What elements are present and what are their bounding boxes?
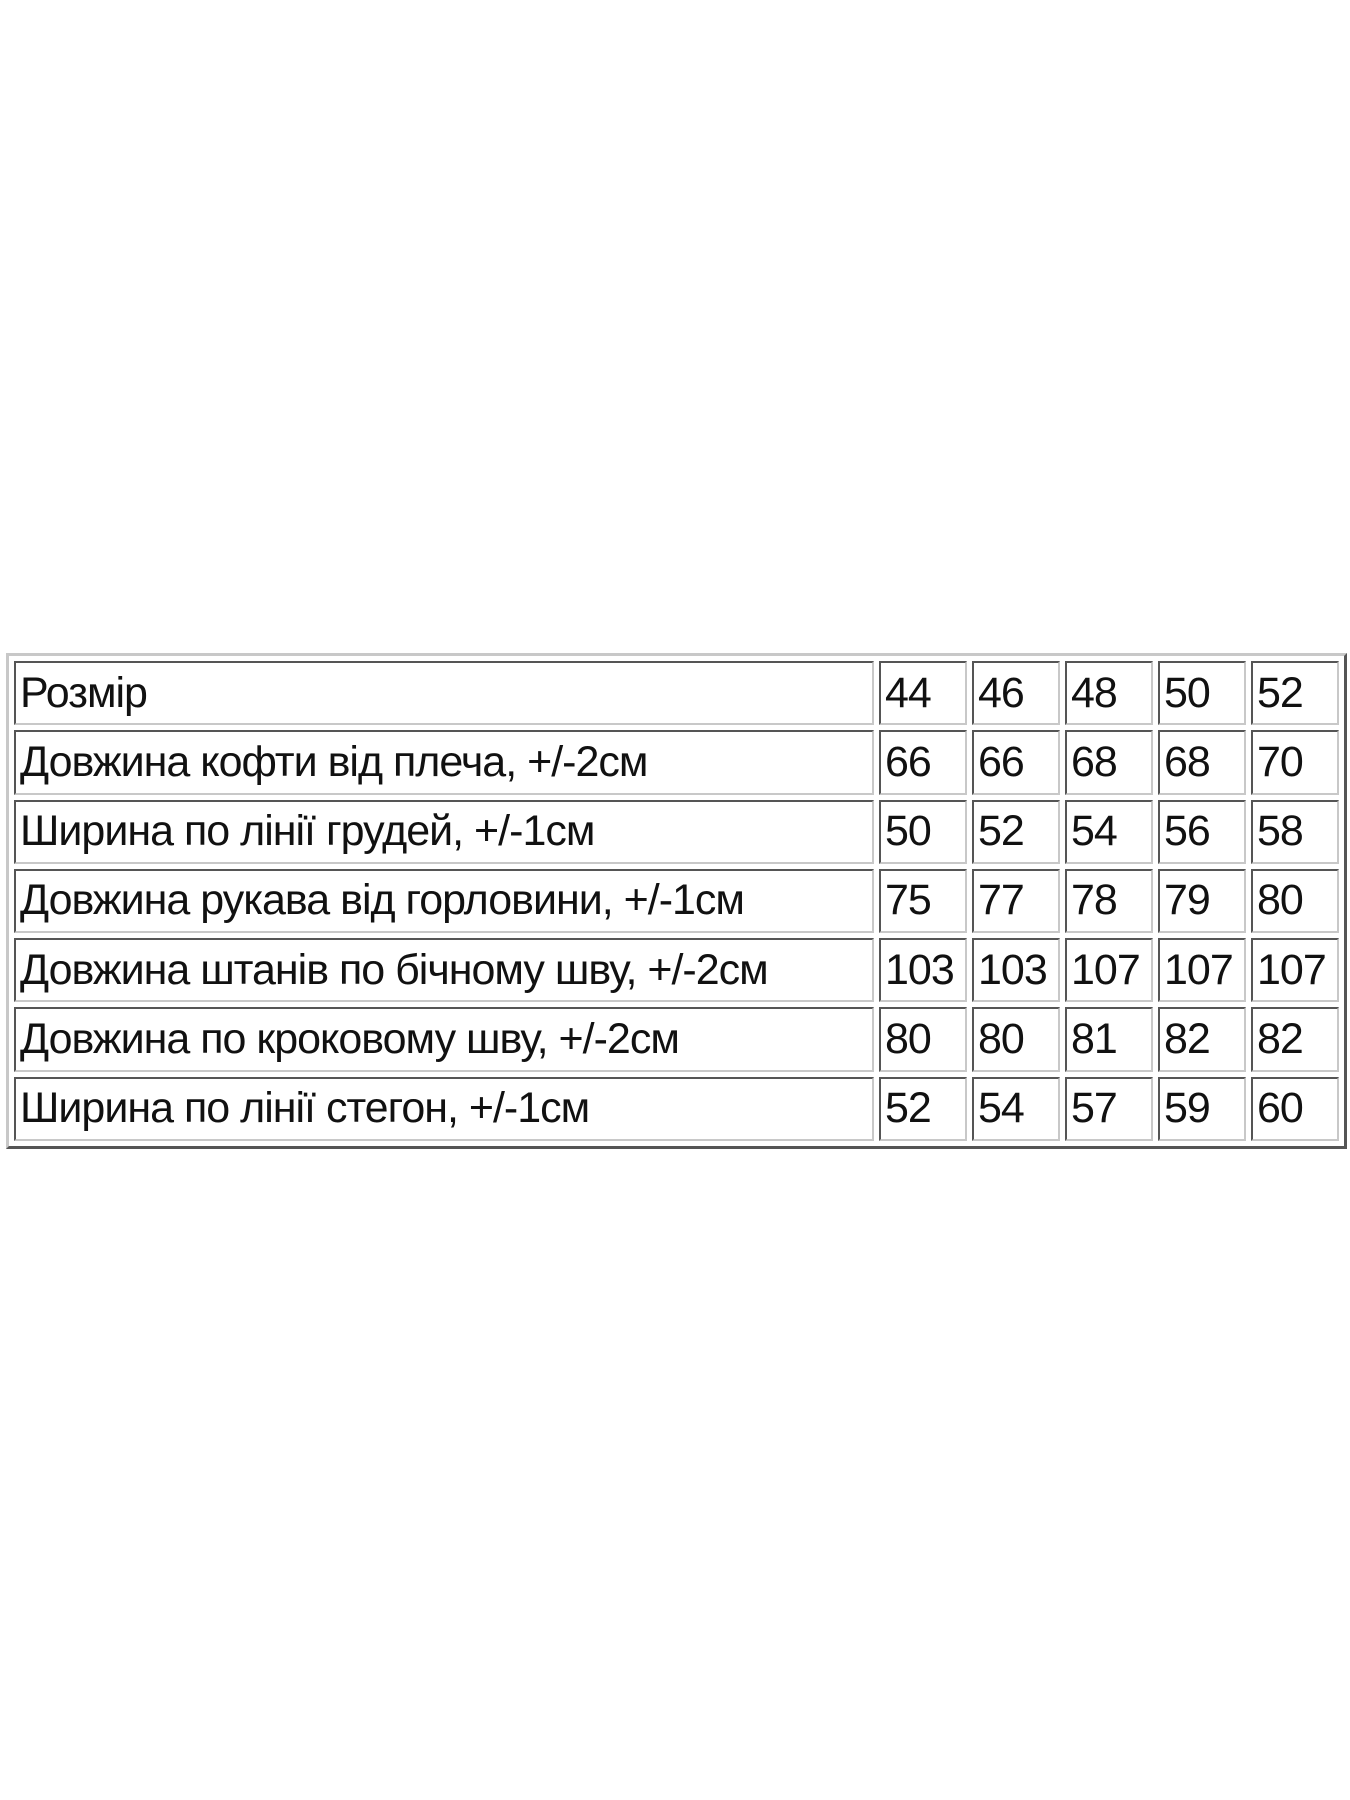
table-row: Довжина рукава від горловини, +/-1см 75 77… <box>14 868 1339 934</box>
measurement-value-cell: 57 <box>1065 1076 1153 1141</box>
measurement-value-cell: 82 <box>1158 1007 1246 1072</box>
measurement-value-cell: 80 <box>879 1007 967 1072</box>
header-label-cell: Розмір <box>14 661 874 726</box>
measurement-value-cell: 79 <box>1158 868 1246 934</box>
measurement-value-cell: 60 <box>1251 1076 1339 1141</box>
measurement-label-cell: Ширина по лінії грудей, +/-1см <box>14 799 874 864</box>
measurement-label-cell: Довжина кофти від плеча, +/-2см <box>14 730 874 795</box>
size-cell: 50 <box>1158 661 1246 726</box>
measurement-label-cell: Довжина рукава від горловини, +/-1см <box>14 868 874 934</box>
measurement-value-cell: 75 <box>879 868 967 934</box>
measurement-value-cell: 70 <box>1251 730 1339 795</box>
measurement-label-cell: Ширина по лінії стегон, +/-1см <box>14 1076 874 1141</box>
measurement-value-cell: 56 <box>1158 799 1246 864</box>
measurement-value-cell: 103 <box>972 938 1060 1003</box>
measurement-value-cell: 50 <box>879 799 967 864</box>
measurement-value-cell: 80 <box>1251 868 1339 934</box>
measurement-value-cell: 77 <box>972 868 1060 934</box>
measurement-value-cell: 107 <box>1251 938 1339 1003</box>
table-row: Довжина кофти від плеча, +/-2см 66 66 68 68 7… <box>14 730 1339 795</box>
measurement-value-cell: 59 <box>1158 1076 1246 1141</box>
measurement-value-cell: 81 <box>1065 1007 1153 1072</box>
table-row: Ширина по лінії грудей, +/-1см 50 52 54 56 58 <box>14 799 1339 864</box>
table-row: Довжина штанів по бічному шву, +/-2см 103… <box>14 938 1339 1003</box>
measurement-value-cell: 103 <box>879 938 967 1003</box>
table-row: Довжина по кроковому шву, +/-2см 80 80 81 82… <box>14 1007 1339 1072</box>
size-cell: 44 <box>879 661 967 726</box>
measurement-label-cell: Довжина по кроковому шву, +/-2см <box>14 1007 874 1072</box>
measurement-value-cell: 54 <box>972 1076 1060 1141</box>
measurement-value-cell: 66 <box>879 730 967 795</box>
measurement-label-cell: Довжина штанів по бічному шву, +/-2см <box>14 938 874 1003</box>
measurement-value-cell: 68 <box>1065 730 1153 795</box>
measurement-value-cell: 82 <box>1251 1007 1339 1072</box>
measurement-value-cell: 107 <box>1158 938 1246 1003</box>
measurement-value-cell: 68 <box>1158 730 1246 795</box>
measurement-value-cell: 54 <box>1065 799 1153 864</box>
measurement-value-cell: 78 <box>1065 868 1153 934</box>
size-cell: 46 <box>972 661 1060 726</box>
measurement-value-cell: 58 <box>1251 799 1339 864</box>
measurement-value-cell: 107 <box>1065 938 1153 1003</box>
header-row: Розмір 44 46 48 50 52 <box>14 661 1339 726</box>
size-chart-table: Розмір 44 46 48 50 52 Довжина кофти від … <box>6 653 1347 1149</box>
measurement-value-cell: 52 <box>972 799 1060 864</box>
measurement-value-cell: 80 <box>972 1007 1060 1072</box>
measurement-value-cell: 66 <box>972 730 1060 795</box>
measurement-value-cell: 52 <box>879 1076 967 1141</box>
table-row: Ширина по лінії стегон, +/-1см 52 54 57 59 60 <box>14 1076 1339 1141</box>
size-cell: 52 <box>1251 661 1339 726</box>
size-cell: 48 <box>1065 661 1153 726</box>
